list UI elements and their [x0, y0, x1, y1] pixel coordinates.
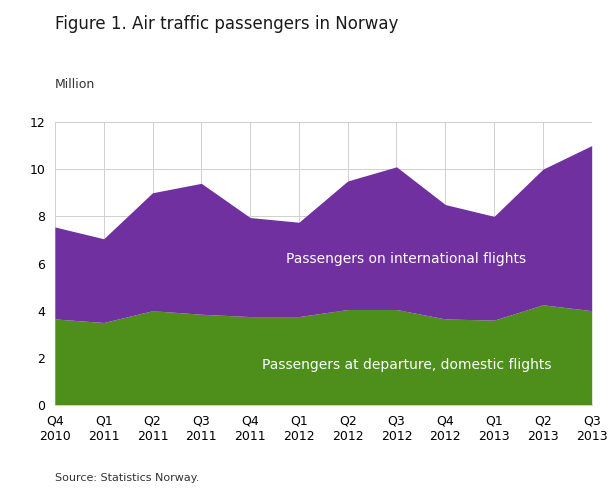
- Text: Passengers on international flights: Passengers on international flights: [286, 252, 526, 266]
- Text: Passengers at departure, domestic flights: Passengers at departure, domestic flight…: [262, 358, 551, 372]
- Text: Figure 1. Air traffic passengers in Norway: Figure 1. Air traffic passengers in Norw…: [55, 15, 398, 33]
- Text: Million: Million: [55, 78, 95, 91]
- Text: Source: Statistics Norway.: Source: Statistics Norway.: [55, 473, 199, 483]
